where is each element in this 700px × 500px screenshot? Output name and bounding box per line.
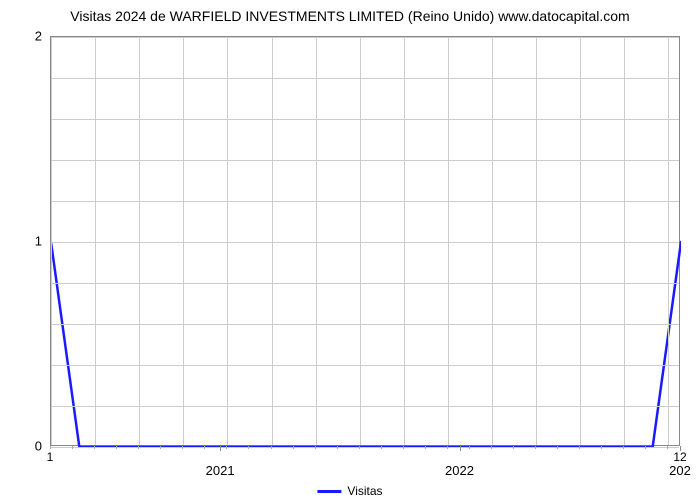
gridline-vertical — [51, 37, 52, 445]
legend-swatch — [317, 490, 341, 493]
gridline-horizontal — [51, 283, 679, 284]
chart-title: Visitas 2024 de WARFIELD INVESTMENTS LIM… — [0, 8, 700, 24]
plot-area — [50, 36, 680, 446]
x-tick-minor — [513, 446, 514, 449]
y-tick-label: 1 — [35, 234, 42, 249]
gridline-horizontal — [51, 160, 679, 161]
x-tick-minor — [469, 446, 470, 449]
x-tick-minor — [226, 446, 227, 449]
x-tick-minor — [138, 446, 139, 449]
x-tick-minor — [557, 446, 558, 449]
x-tick-major — [460, 446, 461, 451]
x-tick-minor — [204, 446, 205, 449]
x-tick-minor — [337, 446, 338, 449]
x-tick-minor — [535, 446, 536, 449]
gridline-vertical — [183, 37, 184, 445]
x-tick-minor — [447, 446, 448, 449]
gridline-vertical — [360, 37, 361, 445]
gridline-vertical — [668, 37, 669, 445]
gridline-horizontal — [51, 365, 679, 366]
gridline-horizontal — [51, 324, 679, 325]
x-tick-minor — [315, 446, 316, 449]
gridline-vertical — [536, 37, 537, 445]
x-tick-minor — [425, 446, 426, 449]
gridline-vertical — [272, 37, 273, 445]
x-tick-major — [680, 446, 681, 451]
gridline-vertical — [227, 37, 228, 445]
gridline-vertical — [95, 37, 96, 445]
gridline-horizontal — [51, 37, 679, 38]
x-tick-minor — [623, 446, 624, 449]
gridline-horizontal — [51, 201, 679, 202]
x-tick-minor — [491, 446, 492, 449]
x-year-label: 2022 — [445, 463, 474, 478]
legend-label: Visitas — [347, 484, 382, 498]
gridline-vertical — [448, 37, 449, 445]
x-tick-minor — [381, 446, 382, 449]
x-tick-minor — [403, 446, 404, 449]
x-axis-endpoint-label: 1 — [47, 450, 54, 464]
x-tick-minor — [601, 446, 602, 449]
x-tick-minor — [50, 446, 51, 449]
x-tick-minor — [645, 446, 646, 449]
gridline-horizontal — [51, 119, 679, 120]
x-tick-minor — [160, 446, 161, 449]
x-tick-minor — [72, 446, 73, 449]
x-year-label: 2021 — [206, 463, 235, 478]
x-tick-minor — [667, 446, 668, 449]
gridline-horizontal — [51, 447, 679, 448]
gridline-vertical — [492, 37, 493, 445]
gridline-vertical — [580, 37, 581, 445]
chart-container: Visitas 2024 de WARFIELD INVESTMENTS LIM… — [0, 8, 700, 500]
gridline-horizontal — [51, 78, 679, 79]
y-tick-label: 2 — [35, 29, 42, 44]
gridline-vertical — [139, 37, 140, 445]
gridline-vertical — [624, 37, 625, 445]
x-tick-minor — [271, 446, 272, 449]
x-tick-minor — [182, 446, 183, 449]
gridline-horizontal — [51, 406, 679, 407]
x-tick-minor — [248, 446, 249, 449]
gridline-horizontal — [51, 242, 679, 243]
x-tick-minor — [579, 446, 580, 449]
x-tick-minor — [116, 446, 117, 449]
x-year-label: 202 — [669, 463, 691, 478]
gridline-vertical — [404, 37, 405, 445]
y-tick-label: 0 — [35, 439, 42, 454]
x-tick-minor — [359, 446, 360, 449]
gridline-vertical — [316, 37, 317, 445]
legend: Visitas — [317, 484, 382, 498]
x-tick-minor — [94, 446, 95, 449]
x-tick-major — [220, 446, 221, 451]
x-axis-endpoint-label: 12 — [673, 450, 686, 464]
x-tick-minor — [293, 446, 294, 449]
